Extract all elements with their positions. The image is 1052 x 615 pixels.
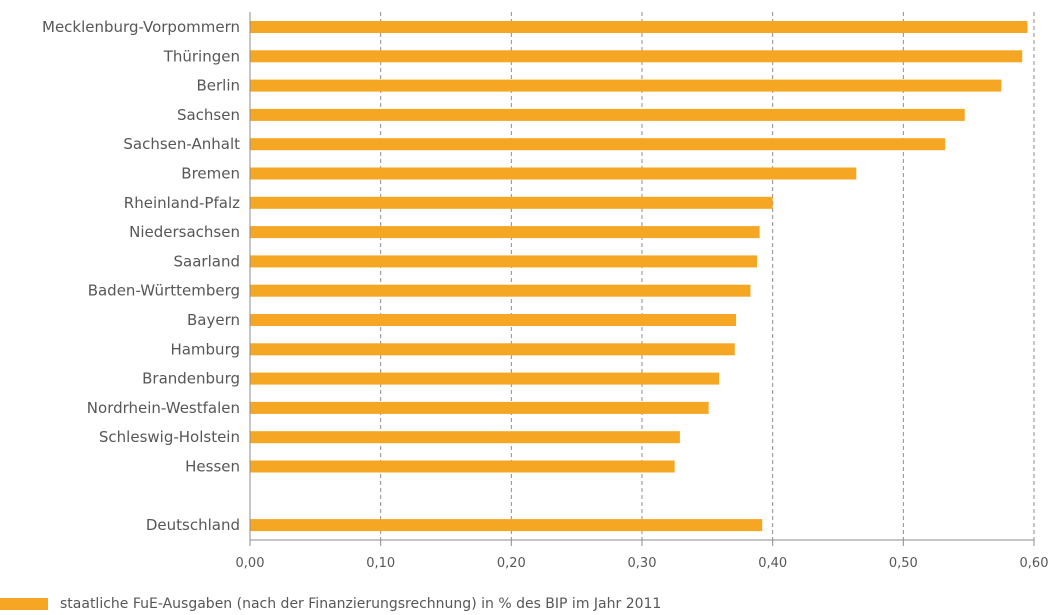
category-label: Brandenburg xyxy=(142,370,240,388)
category-label: Thüringen xyxy=(163,47,240,65)
category-label: Niedersachsen xyxy=(129,223,240,241)
bar xyxy=(250,167,857,180)
category-label: Bremen xyxy=(181,165,240,183)
bar xyxy=(250,226,760,239)
x-tick-label: 0,30 xyxy=(628,556,657,571)
bar xyxy=(250,138,946,151)
x-tick-label: 0,20 xyxy=(497,556,526,571)
x-tick-label: 0,60 xyxy=(1020,556,1049,571)
category-label: Sachsen xyxy=(177,106,240,124)
bar xyxy=(250,255,757,268)
bar xyxy=(250,460,675,473)
category-label: Hamburg xyxy=(170,340,240,358)
category-label: Saarland xyxy=(174,252,240,270)
category-label: Nordrhein-Westfalen xyxy=(87,399,240,417)
x-tick-label: 0,10 xyxy=(366,556,395,571)
bar xyxy=(250,372,720,385)
category-label: Rheinland-Pfalz xyxy=(124,194,240,212)
legend-swatch xyxy=(0,598,48,610)
bar xyxy=(250,401,709,414)
category-label: Baden-Württemberg xyxy=(88,282,240,300)
category-label: Bayern xyxy=(187,311,240,329)
grid-lines xyxy=(380,12,1035,540)
legend: staatliche FuE-Ausgaben (nach der Finanz… xyxy=(0,593,661,615)
bar xyxy=(250,21,1028,33)
bar xyxy=(250,108,965,121)
bar xyxy=(250,431,680,444)
category-label: Sachsen-Anhalt xyxy=(123,135,240,153)
bar xyxy=(250,284,751,297)
category-label: Mecklenburg-Vorpommern xyxy=(42,18,240,36)
category-label: Schleswig-Holstein xyxy=(99,428,240,446)
category-labels: Mecklenburg-Vorpommern Thüringen Berlin Sac… xyxy=(42,18,240,534)
x-tick-label: 0,00 xyxy=(236,556,265,571)
bars xyxy=(250,21,1028,532)
category-label: Berlin xyxy=(196,77,240,95)
category-label: Hessen xyxy=(185,458,240,476)
x-axis: 0,00 0,10 0,20 0,30 0,40 0,50 0,60 xyxy=(236,12,1049,571)
x-tick-label: 0,40 xyxy=(758,556,787,571)
legend-label: staatliche FuE-Ausgaben (nach der Finanz… xyxy=(60,596,662,612)
bar xyxy=(250,519,763,532)
bar xyxy=(250,343,735,356)
bar-chart: Mecklenburg-Vorpommern Thüringen Berlin Sac… xyxy=(42,12,1049,571)
bar xyxy=(250,79,1002,92)
bar xyxy=(250,50,1023,63)
category-label: Deutschland xyxy=(146,516,240,534)
bar xyxy=(250,196,773,209)
bar xyxy=(250,314,737,326)
x-tick-label: 0,50 xyxy=(889,556,918,571)
